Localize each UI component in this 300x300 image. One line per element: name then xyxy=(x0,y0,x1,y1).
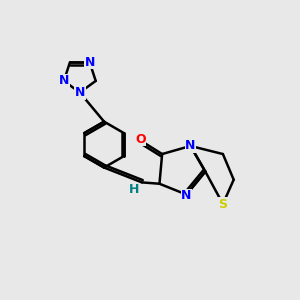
Text: N: N xyxy=(185,140,196,152)
Text: S: S xyxy=(218,197,227,211)
Text: N: N xyxy=(59,74,69,87)
Text: N: N xyxy=(181,189,192,203)
Text: H: H xyxy=(128,184,138,196)
Text: O: O xyxy=(135,133,146,146)
Text: H: H xyxy=(129,184,139,196)
Text: N: N xyxy=(85,56,95,69)
Text: N: N xyxy=(75,86,85,99)
